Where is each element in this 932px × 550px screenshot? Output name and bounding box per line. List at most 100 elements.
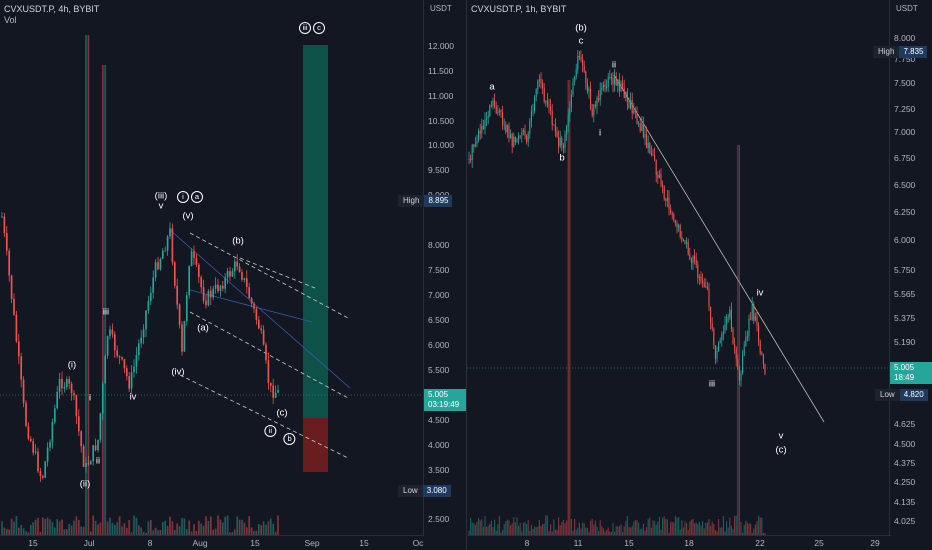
right-volume-bar	[577, 527, 579, 535]
right-candle-body	[684, 240, 686, 244]
right-volume-bar	[681, 520, 683, 535]
right-candle-body	[754, 316, 756, 321]
left-time-axis[interactable]: 15 Jul 8 Aug 15 Sep 15 Oc	[0, 535, 424, 550]
right-candle-body	[735, 347, 737, 359]
left-volume-bar	[219, 519, 222, 535]
left-volume-bar	[89, 531, 92, 535]
left-chart-canvas[interactable]	[0, 0, 466, 550]
right-candle-body	[484, 119, 486, 129]
right-volume-bar	[566, 520, 568, 535]
right-volume-bar	[644, 530, 646, 535]
right-candle-body	[636, 112, 638, 124]
left-candle-body	[178, 304, 181, 325]
left-candle-body	[82, 446, 85, 467]
right-volume-bar	[487, 525, 489, 535]
left-volume-bar	[41, 517, 44, 535]
right-x-tick: 8	[524, 538, 530, 548]
right-candle-body	[633, 110, 635, 114]
right-candle-body	[524, 130, 526, 137]
right-candle-body	[734, 344, 736, 348]
right-volume-bar	[702, 521, 704, 535]
left-x-tick: 15	[250, 538, 260, 548]
right-candle-body	[702, 281, 704, 283]
left-volume-bar	[56, 519, 59, 535]
right-volume-bar	[548, 531, 550, 535]
right-y-tick: 6.500	[894, 180, 916, 190]
left-candle-body	[152, 277, 155, 293]
left-candle-body	[37, 451, 39, 472]
right-x-tick: 29	[870, 538, 880, 548]
right-volume-bar	[622, 532, 624, 535]
left-candle-body	[185, 295, 188, 322]
right-low-value: 4.820	[899, 389, 928, 401]
left-candle-body	[17, 341, 20, 357]
right-candle-body	[606, 87, 608, 89]
right-price-axis[interactable]: USDT 8.000 7.750 7.500 7.250 7.000 6.750 6.500…	[889, 0, 932, 536]
right-volume-bar	[742, 532, 744, 535]
left-volume-bar	[65, 529, 68, 535]
left-volume-bar	[51, 522, 54, 535]
right-volume-bar	[754, 524, 756, 535]
right-volume-bar	[580, 528, 582, 535]
left-chart-pane[interactable]: CVXUSDT.P, 4h, BYBIT Vol USDT 12.000 11.5…	[0, 0, 466, 550]
left-candle-body	[53, 408, 56, 423]
right-volume-bar	[551, 531, 553, 535]
right-chart-pane[interactable]: CVXUSDT.P, 1h, BYBIT USDT 8.000 7.750 7.50…	[466, 0, 932, 550]
right-volume-bar	[735, 515, 737, 535]
left-candle-body	[236, 261, 239, 267]
right-candle-body	[564, 134, 566, 149]
left-candle-body	[63, 387, 66, 389]
right-volume-bar	[486, 526, 488, 535]
wave-label-c-paren: (c)	[775, 444, 787, 456]
right-y-tick: 7.000	[894, 127, 916, 137]
left-volume-bar	[13, 521, 15, 535]
left-y-tick: 10.000	[428, 140, 454, 150]
right-volume-bar	[740, 522, 742, 535]
right-volume-bar	[606, 529, 608, 535]
right-candle-body	[748, 318, 750, 337]
right-candle-body	[554, 124, 556, 132]
right-candle-body	[551, 110, 553, 125]
right-chart-canvas[interactable]	[467, 0, 932, 550]
left-candle-body	[94, 445, 97, 451]
right-candle-body	[710, 306, 712, 323]
right-time-axis[interactable]: 8 11 15 18 22 25 29	[467, 535, 891, 550]
right-candle-body	[732, 329, 734, 345]
right-volume-bar	[630, 527, 632, 535]
right-candle-body	[762, 353, 764, 364]
right-volume-bar	[585, 527, 587, 535]
right-candle-body	[745, 337, 747, 347]
right-candle-body	[617, 79, 619, 86]
right-volume-bar	[711, 521, 713, 535]
right-volume-bar	[743, 524, 745, 535]
left-volume-bar	[82, 526, 85, 535]
right-candle-body	[668, 197, 670, 209]
right-candle-body	[687, 242, 689, 255]
right-volume-bar	[583, 523, 585, 535]
right-candle-body	[471, 144, 473, 161]
right-candle-body	[526, 136, 528, 142]
left-volume-bar	[154, 527, 157, 535]
left-volume-bar	[63, 529, 66, 535]
right-candle-body	[740, 373, 742, 381]
right-candle-body	[694, 255, 696, 260]
left-volume-bar	[99, 522, 102, 535]
left-candle-body	[176, 285, 179, 305]
left-candle-body	[140, 337, 143, 344]
left-y-tick: 9.500	[428, 165, 450, 175]
left-candle-body	[135, 354, 138, 367]
right-volume-bar	[756, 521, 758, 535]
right-candle-body	[530, 111, 532, 121]
left-price-axis[interactable]: USDT 12.000 11.500 11.000 10.500 10.000 9.500…	[423, 0, 466, 536]
left-candle-body	[157, 262, 159, 270]
right-candle-body	[543, 88, 545, 102]
right-candle-body	[494, 100, 496, 107]
left-candle-body	[245, 278, 248, 288]
right-volume-bar	[623, 526, 625, 535]
right-candle-body	[673, 214, 675, 221]
right-low-label: Low	[875, 389, 900, 401]
right-volume-bar	[762, 532, 764, 535]
left-volume-bar	[221, 522, 224, 535]
right-x-tick: 11	[573, 538, 583, 548]
right-candle-body	[582, 59, 584, 66]
